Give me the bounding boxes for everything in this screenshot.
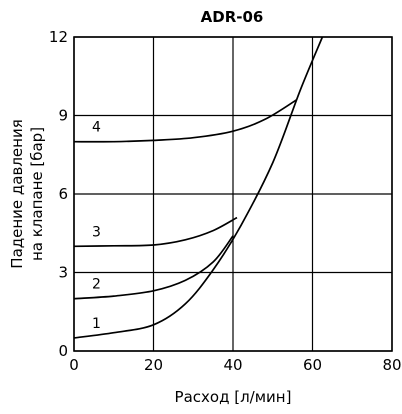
x-tick-label: 20 [144,356,163,374]
series-label-2: 2 [92,277,101,293]
y-tick-label: 9 [58,107,68,125]
series-label-3: 3 [92,224,101,240]
series-label-4: 4 [92,120,101,136]
plot-frame [73,36,393,352]
series-line-3 [73,216,238,248]
x-tick-label: 40 [223,356,242,374]
chart-title: ADR-06 [201,8,264,26]
y-tick-labels: 0 3 6 9 12 [49,28,68,360]
y-tick-label: 0 [58,342,68,360]
y-tick-label: 12 [49,28,68,46]
y-tick-label: 6 [58,185,68,203]
x-axis-label: Расход [л/мин] [175,388,292,406]
series-label-1: 1 [92,316,101,332]
x-tick-label: 80 [382,356,401,374]
x-tick-label: 60 [303,356,322,374]
y-axis-label-line-1: Падение давления [8,119,26,268]
x-tick-label: 0 [69,356,79,374]
series-line-4 [73,99,298,143]
series-line-1 [73,36,324,339]
y-axis-label-line-2: на клапане [бар] [28,127,46,261]
series-group [73,36,324,339]
series-labels: 1 2 3 4 [92,120,101,332]
y-tick-label: 3 [58,264,68,282]
x-tick-labels: 0 20 40 60 80 [69,356,401,374]
series-line-2 [73,235,234,300]
grid [73,36,393,352]
